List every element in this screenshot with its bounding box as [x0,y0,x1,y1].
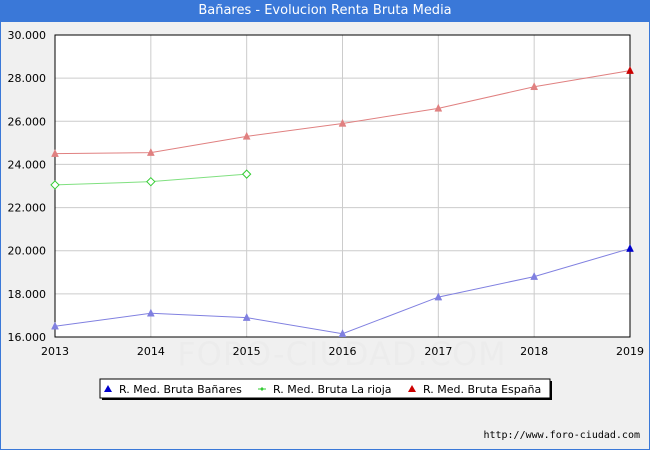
y-tick-label: 28.000 [8,72,47,85]
y-tick-label: 20.000 [8,245,47,258]
y-tick-label: 26.000 [8,115,47,128]
data-point [146,176,156,187]
y-tick-label: 16.000 [8,331,47,344]
y-tick-label: 22.000 [8,202,47,215]
x-tick-label: 2017 [424,345,452,358]
data-point [242,131,251,140]
data-point [530,272,539,280]
legend: R. Med. Bruta Bañares R. Med. Bruta La ri… [99,378,552,400]
data-point [338,118,347,127]
data-point [530,82,539,91]
series-group [50,66,634,338]
watermark: FORO-CIUDAD.COM [177,335,507,373]
data-point [338,329,347,338]
x-tick-label: 2013 [41,345,69,358]
data-point [146,308,155,317]
x-tick-label: 2014 [137,345,165,358]
data-point [241,169,252,179]
data-point [626,243,634,252]
data-point [51,321,59,330]
data-point [51,149,59,157]
chart-title: Bañares - Evolucion Renta Bruta Media [0,0,650,22]
x-tick-label: 2018 [520,345,548,358]
data-point [434,103,443,112]
data-point [434,292,443,301]
y-tick-label: 24.000 [8,158,47,171]
data-point [50,180,60,190]
legend-box [99,378,551,399]
x-tick-label: 2015 [233,345,261,358]
data-point [242,313,251,321]
x-axis: 2013 2014 2015 2016 2017 2018 2019 [41,345,644,358]
legend-marker [408,385,416,392]
legend-label: R. Med. Bruta Bañares [119,383,242,396]
legend-marker [260,387,264,391]
y-tick-label: 30.000 [8,29,47,42]
legend-marker [104,385,112,392]
data-point [146,148,155,156]
grid-lines [55,35,630,337]
footer-url[interactable]: http://www.foro-ciudad.com [483,430,640,441]
y-tick-label: 18.000 [8,288,47,301]
legend-label: R. Med. Bruta España [423,383,541,396]
x-tick-label: 2016 [329,345,357,358]
x-tick-label: 2019 [616,345,644,358]
data-point [626,66,634,74]
y-axis: 16.000 18.000 20.000 22.000 24.000 26.000 28.0… [8,29,47,344]
legend-label: R. Med. Bruta La rioja [273,383,392,396]
